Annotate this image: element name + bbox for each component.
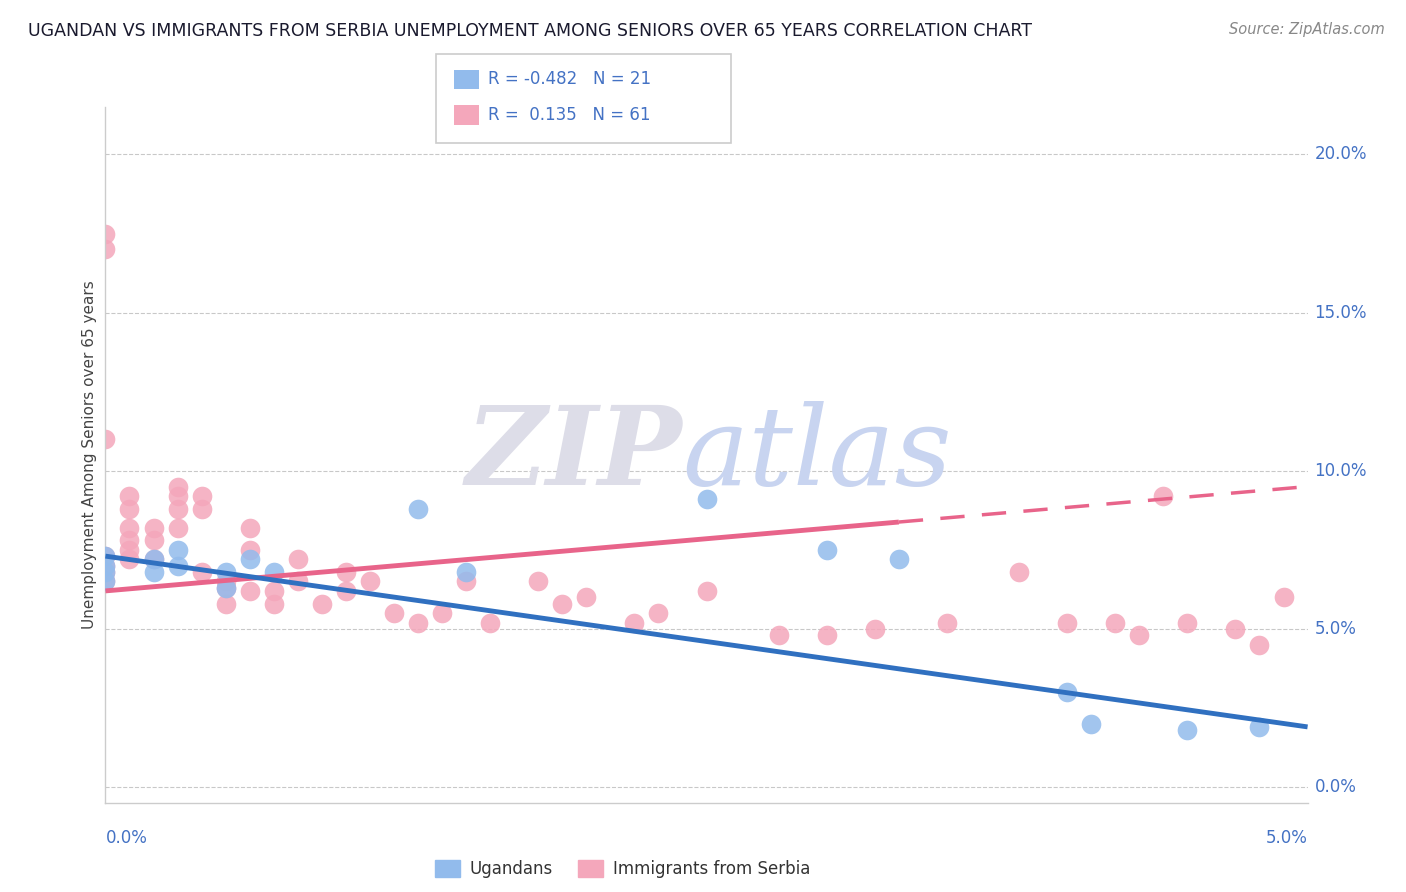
Point (815, 628, 838, 642)
Point (527, 574, 550, 589)
Text: 15.0%: 15.0% (1315, 303, 1367, 322)
Point (1080, 716, 1102, 731)
Point (263, 597, 285, 611)
Point (94, 558, 117, 573)
Y-axis label: Unemployment Among Seniors over 65 years: Unemployment Among Seniors over 65 years (82, 281, 97, 629)
Point (166, 521, 188, 535)
Point (214, 574, 236, 589)
Point (142, 521, 165, 535)
Point (263, 583, 285, 598)
Point (454, 565, 477, 579)
Text: atlas: atlas (682, 401, 952, 508)
Point (287, 574, 309, 589)
Point (696, 492, 718, 507)
Point (94, 549, 117, 563)
Point (406, 501, 429, 516)
Point (94, 227, 117, 241)
Text: 5.0%: 5.0% (1265, 829, 1308, 847)
Point (815, 542, 838, 557)
Legend: Ugandans, Immigrants from Serbia: Ugandans, Immigrants from Serbia (427, 854, 817, 885)
Text: 0.0%: 0.0% (1315, 778, 1357, 796)
Text: ZIP: ZIP (465, 401, 682, 508)
Point (166, 501, 188, 516)
Point (142, 565, 165, 579)
Point (1104, 615, 1126, 630)
Point (647, 606, 669, 620)
Point (335, 565, 357, 579)
Point (359, 574, 381, 589)
Text: R = -0.482   N = 21: R = -0.482 N = 21 (488, 70, 651, 88)
Point (1272, 591, 1295, 605)
Text: Source: ZipAtlas.com: Source: ZipAtlas.com (1229, 22, 1385, 37)
Point (94, 432, 117, 446)
Point (239, 542, 262, 557)
Point (142, 533, 165, 548)
Point (118, 542, 141, 557)
Point (768, 628, 790, 642)
Text: 20.0%: 20.0% (1315, 145, 1367, 163)
Point (214, 597, 236, 611)
Point (335, 583, 357, 598)
Point (142, 552, 165, 566)
Point (1175, 723, 1198, 737)
Point (94, 574, 117, 589)
Point (382, 606, 405, 620)
Text: R =  0.135   N = 61: R = 0.135 N = 61 (488, 106, 651, 124)
Point (239, 521, 262, 535)
Point (406, 615, 429, 630)
Text: 5.0%: 5.0% (1315, 620, 1357, 638)
Text: 0.0%: 0.0% (105, 829, 148, 847)
Point (1056, 615, 1078, 630)
Point (696, 583, 718, 598)
Point (118, 552, 141, 566)
Point (190, 489, 212, 503)
Point (190, 501, 212, 516)
Point (623, 615, 645, 630)
Point (214, 581, 236, 595)
Point (1056, 685, 1078, 699)
Point (118, 501, 141, 516)
Point (1128, 628, 1150, 642)
Point (287, 552, 309, 566)
Point (190, 565, 212, 579)
Point (239, 583, 262, 598)
Point (263, 565, 285, 579)
Point (94, 549, 117, 563)
Point (118, 521, 141, 535)
Point (214, 581, 236, 595)
Point (1249, 720, 1271, 734)
Point (142, 552, 165, 566)
Point (1152, 489, 1174, 503)
Point (118, 489, 141, 503)
Point (166, 542, 188, 557)
Point (863, 622, 886, 636)
Point (94, 574, 117, 589)
Text: UGANDAN VS IMMIGRANTS FROM SERBIA UNEMPLOYMENT AMONG SENIORS OVER 65 YEARS CORRE: UGANDAN VS IMMIGRANTS FROM SERBIA UNEMPL… (28, 22, 1032, 40)
Point (94, 243, 117, 257)
Point (551, 597, 574, 611)
Point (94, 565, 117, 579)
Point (1008, 565, 1031, 579)
Point (94, 558, 117, 573)
Point (479, 615, 502, 630)
Point (311, 597, 333, 611)
Point (118, 533, 141, 548)
Point (575, 591, 598, 605)
Point (936, 615, 959, 630)
Point (1175, 615, 1198, 630)
Point (166, 479, 188, 493)
Point (1249, 638, 1271, 652)
Point (166, 489, 188, 503)
Text: 10.0%: 10.0% (1315, 462, 1367, 480)
Point (94, 565, 117, 579)
Point (430, 606, 453, 620)
Point (1225, 622, 1247, 636)
Point (166, 558, 188, 573)
Point (239, 552, 262, 566)
Point (214, 565, 236, 579)
Point (887, 552, 910, 566)
Point (454, 574, 477, 589)
